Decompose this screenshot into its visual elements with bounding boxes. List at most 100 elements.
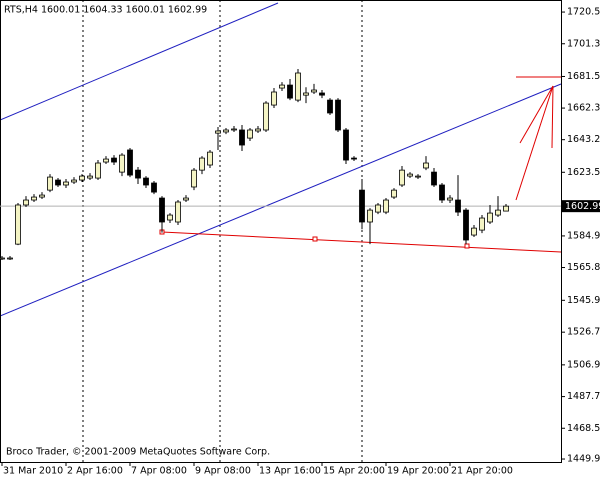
candle-body — [63, 181, 69, 186]
chart-title: RTS,H4 1600.01 1604.33 1600.01 1602.99 — [4, 5, 207, 16]
candle-body — [247, 129, 253, 139]
candle-body — [295, 72, 301, 101]
y-tick-label: 1545.99 — [567, 295, 600, 306]
candle-body — [279, 84, 285, 89]
y-tick-label: 1487.70 — [567, 391, 600, 402]
candle-body — [383, 199, 389, 213]
y-tick-label: 1526.70 — [567, 327, 600, 338]
footer: Broco Trader, © 2001-2009 MetaQuotes Sof… — [6, 447, 270, 458]
candle-body — [7, 257, 13, 260]
candle-body — [479, 217, 485, 231]
candle-body — [327, 99, 333, 114]
candle-body — [431, 171, 437, 186]
candle-body — [143, 177, 149, 186]
candle-body — [31, 196, 37, 201]
candle-body — [415, 175, 421, 178]
y-tick-label: 1720.50 — [567, 7, 600, 18]
candle-body — [191, 169, 197, 188]
candle-body — [375, 204, 381, 213]
y-tick-label: 1662.37 — [567, 103, 600, 114]
annotations — [0, 2, 562, 317]
candle-body — [311, 89, 317, 93]
candle-body — [455, 199, 461, 213]
candle-body — [351, 157, 357, 160]
x-tick-label: 13 Apr 16:00 — [259, 466, 321, 477]
separators — [82, 0, 363, 462]
y-tick-label: 1623.50 — [567, 167, 600, 178]
x-tick-label: 19 Apr 20:00 — [387, 466, 449, 477]
candle-body — [111, 157, 117, 163]
candle-body — [255, 128, 261, 132]
candle-body — [239, 129, 245, 146]
y-tick-label: 1643.23 — [567, 134, 600, 145]
x-tick-label: 7 Apr 08:00 — [131, 466, 187, 477]
candle-body — [471, 227, 477, 236]
candle-body — [335, 99, 341, 131]
plot-frame — [0, 0, 562, 463]
x-tick-label: 9 Apr 08:00 — [195, 466, 251, 477]
candle-body — [231, 128, 237, 131]
y-tick-label: 1584.97 — [567, 230, 600, 241]
candle-body — [399, 169, 405, 186]
candle-body — [39, 194, 45, 198]
candle-body — [199, 157, 205, 171]
arrow — [515, 85, 554, 201]
candle-body — [151, 182, 157, 193]
candle-body — [263, 102, 269, 131]
anchor — [312, 236, 318, 242]
x-tick-label: 15 Apr 20:00 — [323, 466, 385, 477]
candle-body — [103, 158, 109, 163]
candle-body — [87, 175, 93, 179]
candle-body — [215, 130, 221, 134]
arrow-head — [551, 85, 554, 149]
candle-body — [359, 189, 365, 223]
channel-line — [0, 2, 279, 121]
candle-body — [223, 129, 229, 133]
y-tick-label: 1681.50 — [567, 71, 600, 82]
candle-body — [23, 199, 29, 206]
x-tick-label: 31 Mar 2010 — [3, 466, 63, 477]
candle-body — [71, 179, 77, 183]
candle-body — [391, 189, 397, 198]
candle-body — [159, 197, 165, 223]
price-tag-label: 1602.99 — [565, 201, 600, 212]
support-line — [161, 231, 562, 253]
price-tag — [562, 200, 600, 213]
candle-body — [175, 201, 181, 223]
candle-body — [287, 84, 293, 99]
y-tick-label: 1565.83 — [567, 262, 600, 273]
candle-body — [79, 175, 85, 181]
candle-body — [463, 209, 469, 241]
x-tick-label: 2 Apr 16:00 — [67, 466, 123, 477]
candle-body — [55, 179, 61, 186]
x-tick-label: 21 Apr 20:00 — [451, 466, 513, 477]
candle-body — [15, 204, 21, 245]
candle-body — [0, 257, 5, 260]
candle-body — [319, 92, 325, 96]
candle-body — [47, 176, 53, 191]
candle-body — [95, 162, 101, 179]
candle-body — [167, 214, 173, 221]
candle-body — [439, 184, 445, 201]
candle-body — [119, 154, 125, 173]
arrow-head — [519, 85, 554, 144]
y-tick-label: 1468.53 — [567, 423, 600, 434]
candle-body — [407, 173, 413, 177]
y-tick-label: 1449.90 — [567, 454, 600, 465]
candle-body — [423, 162, 429, 169]
candle-body — [343, 129, 349, 161]
candle-body — [447, 197, 453, 201]
candle-body — [503, 205, 509, 212]
candle-body — [495, 209, 501, 216]
candle-body — [183, 197, 189, 201]
y-tick-label: 1701.31 — [567, 38, 600, 49]
channel-line — [0, 83, 562, 317]
candle-body — [487, 212, 493, 223]
candle-body — [271, 91, 277, 106]
y-tick-label: 1506.91 — [567, 359, 600, 370]
candle-body — [303, 92, 309, 96]
candle-body — [127, 149, 133, 176]
anchor — [464, 243, 470, 249]
